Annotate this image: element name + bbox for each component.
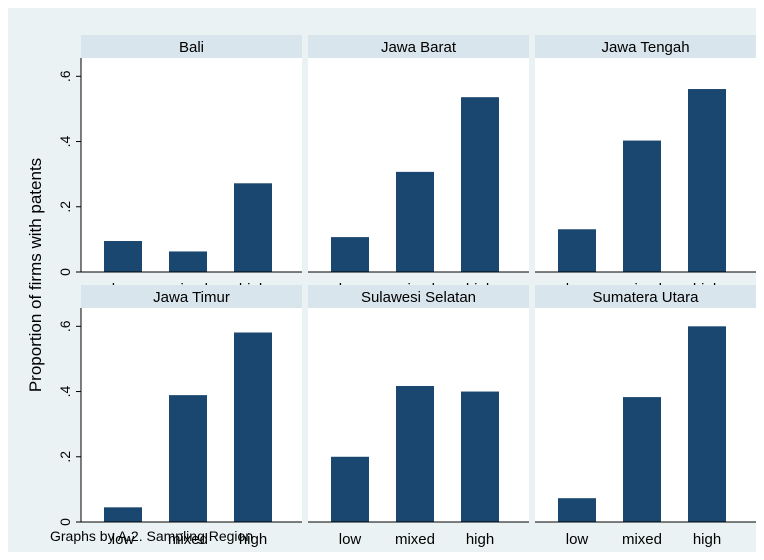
bar-low — [558, 498, 596, 522]
bar-high — [234, 183, 272, 272]
bar-low — [104, 241, 142, 272]
panel-strip — [535, 285, 756, 308]
x-tick-label: mixed — [395, 531, 435, 548]
panel: Sulawesi Selatan low mixed high — [308, 285, 529, 548]
x-tick-label: low — [339, 531, 362, 548]
panel-strip — [81, 35, 302, 58]
bar-high — [234, 332, 272, 522]
bar-high — [461, 391, 499, 522]
y-tick-label: .2 — [57, 451, 73, 463]
bar-low — [104, 507, 142, 522]
x-tick-label: mixed — [168, 531, 208, 548]
panel-strip — [308, 35, 529, 58]
x-tick-label: low — [112, 531, 135, 548]
bar-mixed — [396, 171, 434, 272]
panel: Balilowmixedhigh0.2.4.6 — [57, 35, 302, 298]
y-tick-label: .4 — [57, 135, 73, 147]
bar-high — [688, 89, 726, 272]
bar-low — [331, 456, 369, 522]
x-tick-label: high — [693, 531, 721, 548]
bar-high — [461, 97, 499, 272]
panel-strip — [308, 285, 529, 308]
bar-mixed — [623, 397, 661, 522]
y-tick-label: .4 — [57, 385, 73, 397]
y-tick-label: .2 — [57, 201, 73, 213]
y-tick-label: .6 — [57, 70, 73, 82]
bar-mixed — [396, 385, 434, 522]
panel: Jawa Tengahlowmixedhigh — [535, 35, 756, 298]
bar-low — [558, 229, 596, 272]
bar-mixed — [623, 140, 661, 272]
y-tick-label: 0 — [57, 268, 73, 276]
panel-title: Sumatera Utara — [593, 289, 700, 306]
panel-title: Jawa Barat — [381, 39, 457, 56]
y-axis-label: Proportion of firms with patents — [26, 158, 45, 392]
bar-mixed — [169, 251, 207, 272]
panel: Jawa Baratlowmixedhigh — [308, 35, 529, 298]
y-tick-label: 0 — [57, 518, 73, 526]
panel-strip — [535, 35, 756, 58]
x-tick-label: high — [239, 531, 267, 548]
bar-high — [688, 326, 726, 522]
y-tick-label: .6 — [57, 320, 73, 332]
panel-strip — [81, 285, 302, 308]
graphs-by-note: Graphs by A.2. Sampling Region — [50, 528, 253, 544]
x-tick-label: high — [466, 531, 494, 548]
bar-low — [331, 237, 369, 272]
x-tick-label: mixed — [622, 531, 662, 548]
bar-mixed — [169, 395, 207, 522]
panel: Jawa Timur low mixed high 0 .2 .4 .6 — [57, 285, 302, 548]
panel-title: Jawa Tengah — [601, 39, 689, 56]
panel: Sumatera Utara low mixed high — [535, 285, 756, 548]
panel-title: Sulawesi Selatan — [361, 289, 476, 306]
panel-title: Jawa Timur — [153, 289, 230, 306]
x-tick-label: low — [566, 531, 589, 548]
panel-title: Bali — [179, 39, 204, 56]
